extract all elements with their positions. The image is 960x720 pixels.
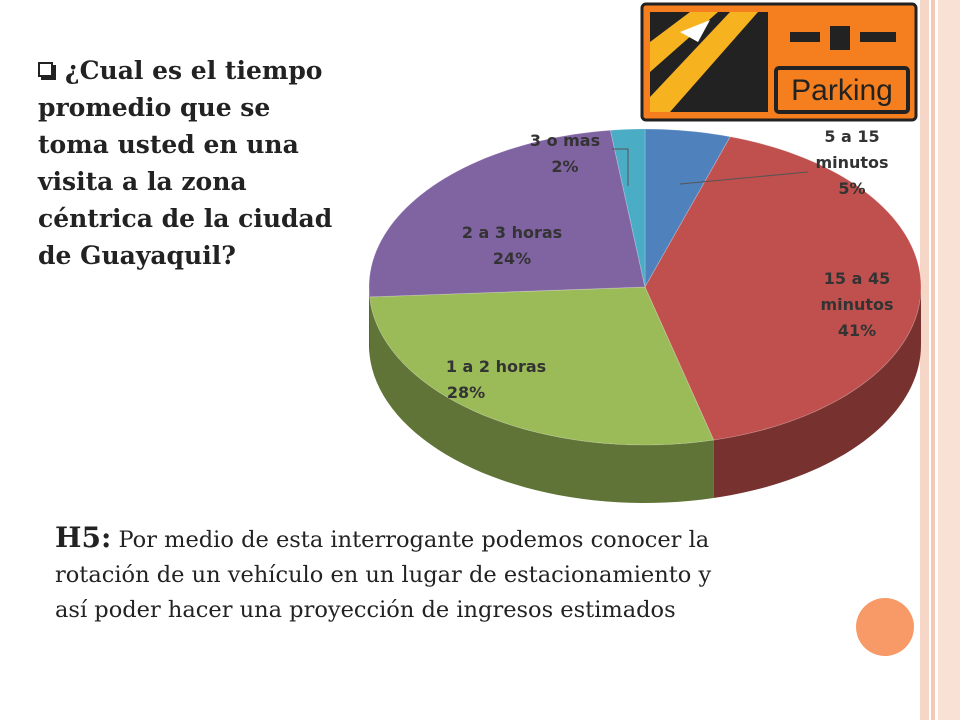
right-stripe-2 <box>931 0 935 720</box>
right-stripe-1 <box>920 0 929 720</box>
leader-line-4 <box>612 148 629 186</box>
checkbox-bullet-icon <box>38 62 53 77</box>
hypothesis-label: H5: <box>55 521 112 554</box>
pie-side-3 <box>369 287 370 355</box>
data-label-1: 15 a 45 minutos 41% <box>820 269 893 340</box>
car-silhouette-icon <box>790 26 896 50</box>
pie-slice-2 <box>369 286 715 446</box>
road-stripe-icon <box>650 12 758 112</box>
question-text: ¿Cual es el tiempo promedio que se toma … <box>38 52 338 274</box>
hypothesis-text: H5: Por medio de esta interrogante podem… <box>55 520 735 628</box>
data-label-4: 3 o mas 2% <box>530 131 600 176</box>
pie-slice-4 <box>609 128 646 288</box>
pie-slice-0 <box>644 128 731 289</box>
pie-slice-1 <box>644 136 922 441</box>
data-label-2: 1 a 2 horas 28% <box>446 357 546 402</box>
data-label-0: 5 a 15 minutos 5% <box>815 127 888 198</box>
data-label-3: 2 a 3 horas 24% <box>462 223 562 268</box>
hypothesis-body: Por medio de esta interrogante podemos c… <box>55 527 712 623</box>
logo-text: Parking <box>791 74 893 107</box>
right-stripe-3 <box>938 0 960 720</box>
pie-slice-3 <box>368 129 646 298</box>
decorative-circle <box>856 598 914 656</box>
pie-side-2 <box>369 296 714 503</box>
pie-side-1 <box>713 287 921 499</box>
parking-logo: Parking <box>640 2 918 122</box>
leader-line-0 <box>679 171 809 185</box>
car-icon <box>680 20 710 42</box>
question-label: ¿Cual es el tiempo promedio que se toma … <box>38 56 333 270</box>
